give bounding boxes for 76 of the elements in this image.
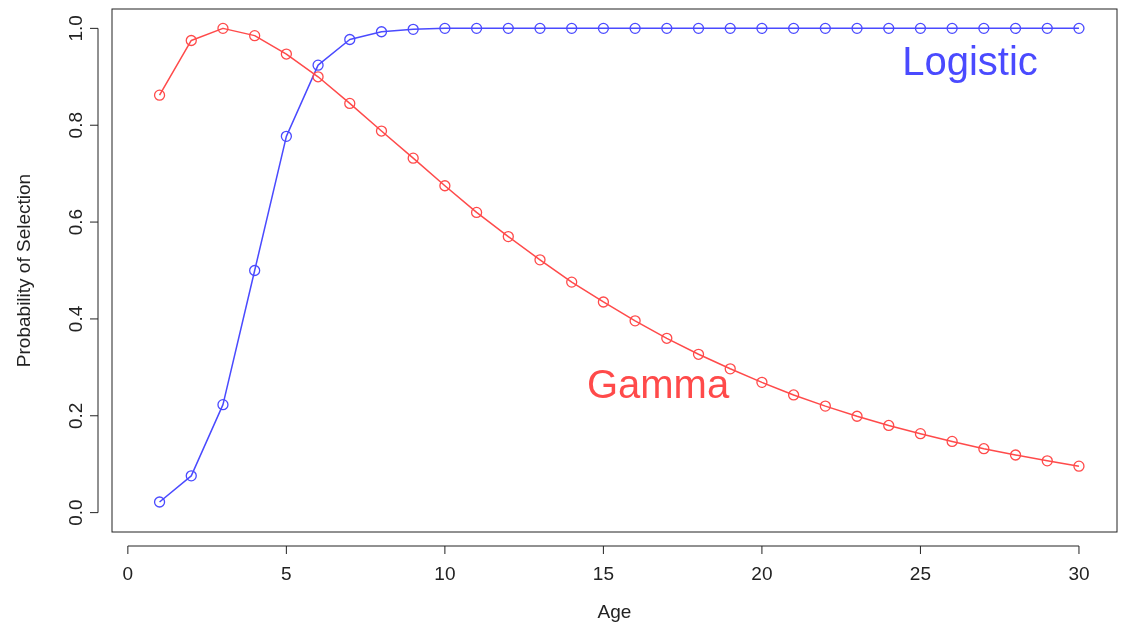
point — [1073, 460, 1085, 472]
point — [566, 22, 578, 35]
y-tick-label: 0.0 — [65, 499, 86, 526]
point — [756, 22, 768, 35]
point — [185, 470, 197, 482]
series-label: Logistic — [902, 39, 1038, 83]
point — [312, 59, 324, 71]
y-tick-label: 0.8 — [65, 112, 86, 139]
point — [1041, 22, 1053, 35]
point — [153, 496, 166, 508]
x-tick-label: 15 — [592, 563, 614, 584]
point — [1009, 449, 1022, 461]
point — [787, 22, 800, 35]
x-axis-title: Age — [597, 601, 632, 622]
point — [502, 230, 514, 243]
point — [534, 254, 546, 266]
y-tick-label: 0.6 — [65, 208, 86, 236]
point — [312, 71, 324, 83]
y-axis-title: Probability of Selection — [13, 173, 34, 368]
y-tick-label: 0.2 — [65, 402, 86, 429]
point — [661, 332, 673, 344]
x-tick-label: 20 — [751, 563, 773, 584]
point — [692, 22, 705, 35]
point — [470, 22, 483, 35]
point — [724, 22, 736, 35]
series-label: Gamma — [586, 362, 730, 406]
point — [629, 22, 641, 35]
point — [1041, 455, 1053, 467]
point — [407, 152, 419, 164]
point — [407, 23, 419, 35]
point — [375, 26, 388, 38]
point — [280, 130, 293, 143]
point — [851, 410, 863, 422]
point — [280, 48, 293, 60]
point — [153, 89, 166, 101]
y-tick-label: 1.0 — [65, 15, 86, 42]
point — [344, 97, 356, 110]
point — [439, 22, 451, 35]
point — [629, 315, 641, 327]
point — [851, 22, 863, 35]
point — [914, 22, 927, 35]
point — [978, 22, 990, 35]
point — [185, 34, 197, 47]
x-tick-label: 5 — [281, 563, 292, 584]
point — [661, 22, 673, 35]
point — [883, 419, 895, 432]
x-tick-label: 25 — [909, 563, 932, 584]
point — [344, 33, 356, 46]
point — [249, 29, 261, 42]
point — [787, 389, 800, 401]
y-tick-label: 0.4 — [65, 305, 86, 333]
point — [914, 428, 927, 440]
point — [978, 443, 990, 455]
point — [249, 264, 261, 277]
point — [375, 125, 388, 137]
point — [597, 22, 610, 35]
point — [566, 276, 578, 288]
point — [534, 22, 546, 35]
x-tick-label: 30 — [1068, 563, 1090, 584]
point — [217, 22, 229, 35]
point — [597, 296, 610, 308]
point — [946, 22, 958, 35]
point — [756, 376, 768, 389]
point — [439, 180, 451, 192]
point — [883, 22, 895, 35]
point — [819, 400, 831, 412]
point — [1009, 22, 1022, 35]
point — [1073, 22, 1085, 35]
point — [502, 22, 514, 35]
point — [946, 435, 958, 448]
x-tick-label: 10 — [434, 563, 456, 584]
point — [470, 206, 483, 219]
point — [819, 22, 831, 35]
point — [692, 348, 705, 360]
x-tick-label: 0 — [122, 563, 134, 584]
point — [217, 398, 229, 411]
